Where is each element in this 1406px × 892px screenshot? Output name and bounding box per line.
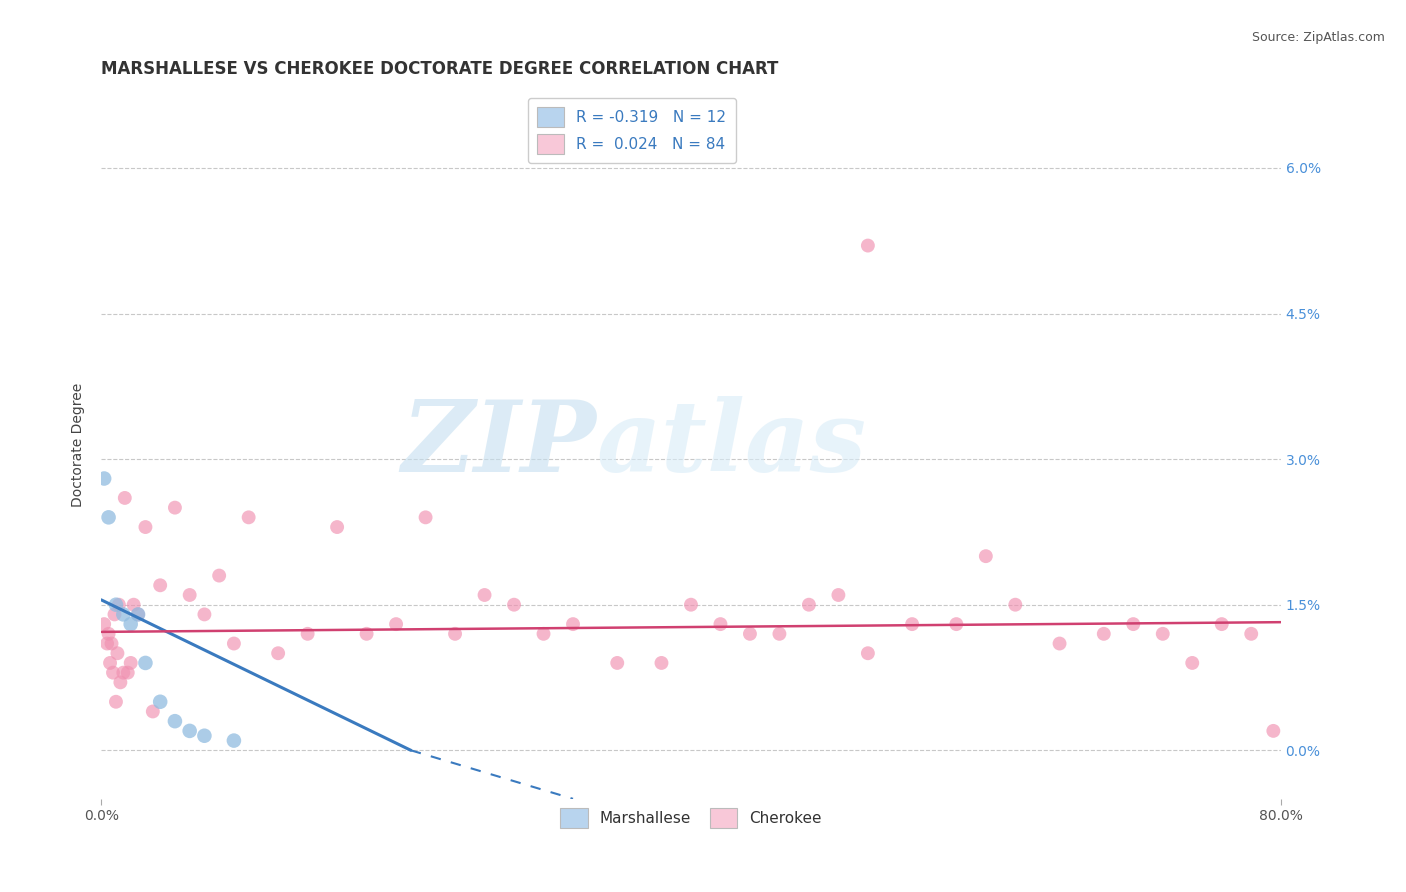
Point: [709, 617, 731, 632]
Point: [1240, 627, 1263, 641]
Point: [134, 520, 156, 534]
Point: [117, 665, 139, 680]
Point: [267, 646, 290, 660]
Point: [108, 598, 131, 612]
Point: [98, 656, 121, 670]
Point: [797, 598, 820, 612]
Point: [96, 636, 118, 650]
Point: [120, 656, 142, 670]
Point: [901, 617, 924, 632]
Point: [768, 627, 790, 641]
Point: [101, 665, 124, 680]
Point: [1092, 627, 1115, 641]
Legend: Marshallese, Cherokee: Marshallese, Cherokee: [554, 802, 828, 834]
Point: [562, 617, 585, 632]
Point: [112, 607, 135, 622]
Text: MARSHALLESE VS CHEROKEE DOCTORATE DEGREE CORRELATION CHART: MARSHALLESE VS CHEROKEE DOCTORATE DEGREE…: [101, 60, 779, 78]
Point: [533, 627, 555, 641]
Point: [107, 646, 129, 660]
Point: [415, 510, 437, 524]
Point: [179, 588, 201, 602]
Point: [650, 656, 672, 670]
Point: [103, 607, 125, 622]
Point: [474, 588, 496, 602]
Point: [97, 510, 120, 524]
Point: [444, 627, 467, 641]
Point: [122, 598, 145, 612]
Point: [222, 636, 245, 650]
Point: [1181, 656, 1204, 670]
Text: ZIP: ZIP: [402, 396, 596, 492]
Point: [385, 617, 408, 632]
Point: [93, 617, 115, 632]
Point: [193, 607, 215, 622]
Point: [1004, 598, 1026, 612]
Point: [149, 578, 172, 592]
Point: [606, 656, 628, 670]
Point: [104, 695, 127, 709]
Point: [120, 617, 142, 632]
Point: [127, 607, 149, 622]
Point: [110, 675, 132, 690]
Point: [1263, 723, 1285, 738]
Point: [945, 617, 967, 632]
Point: [97, 627, 120, 641]
Point: [193, 729, 215, 743]
Point: [114, 491, 136, 505]
Point: [856, 646, 879, 660]
Point: [856, 238, 879, 252]
Point: [1211, 617, 1233, 632]
Point: [112, 665, 135, 680]
Text: Source: ZipAtlas.com: Source: ZipAtlas.com: [1251, 31, 1385, 45]
Point: [104, 598, 127, 612]
Point: [179, 723, 201, 738]
Point: [297, 627, 319, 641]
Point: [142, 705, 165, 719]
Point: [503, 598, 526, 612]
Point: [208, 568, 231, 582]
Point: [127, 607, 149, 622]
Point: [974, 549, 997, 564]
Point: [238, 510, 260, 524]
Point: [100, 636, 122, 650]
Point: [738, 627, 761, 641]
Y-axis label: Doctorate Degree: Doctorate Degree: [72, 383, 86, 507]
Point: [222, 733, 245, 747]
Point: [163, 500, 186, 515]
Point: [134, 656, 156, 670]
Point: [1049, 636, 1071, 650]
Point: [163, 714, 186, 728]
Point: [149, 695, 172, 709]
Point: [326, 520, 349, 534]
Point: [1122, 617, 1144, 632]
Point: [827, 588, 849, 602]
Point: [93, 471, 115, 485]
Point: [356, 627, 378, 641]
Text: atlas: atlas: [596, 396, 866, 492]
Point: [1152, 627, 1174, 641]
Point: [679, 598, 702, 612]
